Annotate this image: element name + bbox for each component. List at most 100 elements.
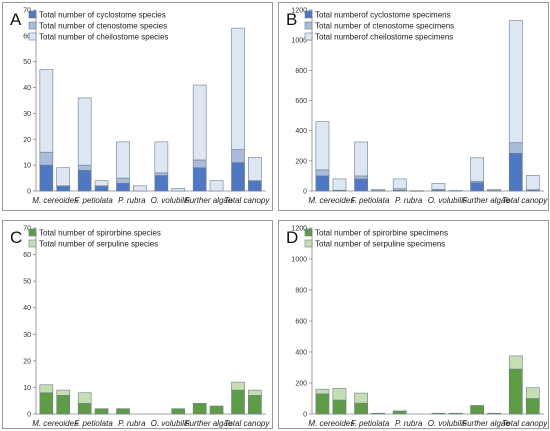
bar-b-1-0-s0 (354, 178, 368, 192)
y-tick-label: 0 (27, 412, 31, 419)
y-tick-label: 10 (23, 385, 31, 392)
legend-entry: Total number of ctenostome specimens (315, 22, 454, 31)
bar-d-0-0-s0 (315, 393, 330, 415)
bar-b-1-0-s2 (354, 141, 368, 177)
bar-d-3-1-s0 (448, 412, 463, 415)
bar-d-5-0-s1 (508, 355, 523, 370)
bar-c-5-1-s1 (248, 389, 262, 396)
legend-swatch (28, 228, 37, 237)
bar-a-5-0-s0 (231, 162, 245, 192)
bar-a-0-1-s2 (56, 167, 71, 187)
bar-b-3-1-s2 (448, 190, 463, 192)
bar-c-0-0-s1 (39, 384, 54, 394)
y-tick-label: 60 (23, 33, 31, 40)
bar-a-0-0-s1 (39, 151, 54, 166)
bar-a-5-0-s2 (231, 27, 245, 150)
legend-swatch (304, 10, 313, 19)
bar-a-2-0-s2 (116, 141, 130, 179)
bar-a-5-1-s2 (248, 157, 262, 181)
bar-b-0-0-s2 (315, 121, 330, 171)
legend: Total number of spirorbine species Total … (28, 228, 161, 249)
bar-d-1-1-s0 (371, 412, 385, 415)
bar-b-4-1-s2 (487, 189, 501, 191)
bar-c-0-1-s1 (56, 389, 71, 396)
legend-swatch (304, 239, 313, 248)
x-category-label: O. volubilis (428, 419, 467, 428)
bar-a-3-1-s2 (171, 188, 186, 192)
bar-b-0-1-s2 (332, 178, 347, 191)
x-category-label: Further algae (462, 419, 510, 428)
bar-c-5-0-s0 (231, 389, 245, 415)
bar-b-1-0-s1 (354, 175, 368, 180)
bar-d-0-0-s1 (315, 388, 330, 395)
x-category-label: F. petiolata (74, 419, 113, 428)
bar-c-5-1-s0 (248, 395, 262, 415)
bar-d-4-1-s0 (487, 412, 501, 415)
x-category-label: O. volubilis (428, 196, 467, 205)
legend-entry: Total numberof cheilostome specimens (315, 33, 453, 42)
panel-letter: B (286, 10, 297, 29)
legend-entry: Total number of cyclostome species (39, 11, 166, 20)
bar-c-2-0-s0 (116, 408, 130, 415)
bar-c-0-0-s0 (39, 392, 54, 415)
bar-d-5-1-s0 (525, 398, 540, 415)
x-category-label: Total canopy (502, 196, 548, 205)
bar-a-1-0-s1 (77, 164, 92, 171)
bar-a-2-1-s2 (133, 185, 147, 192)
legend: Total numberof cyclostome specimens Total… (304, 10, 454, 42)
legend-entry: Total number of serpuline specimens (315, 240, 445, 249)
bar-b-1-1-s2 (371, 189, 385, 191)
bar-d-5-1-s1 (525, 387, 540, 399)
bar-d-0-1-s0 (332, 399, 347, 415)
x-category-label: Total canopy (502, 419, 548, 428)
y-tick-label: 40 (23, 85, 31, 92)
x-category-label: F. petiolata (351, 419, 390, 428)
bar-a-0-0-s0 (39, 164, 54, 192)
bar-a-1-1-s0 (94, 185, 109, 192)
bar-a-4-0-s0 (192, 167, 207, 192)
y-tick-label: 30 (23, 111, 31, 118)
legend-swatch (304, 21, 313, 30)
bar-d-0-1-s1 (332, 388, 347, 401)
y-tick-label: 0 (303, 412, 307, 419)
bar-d-1-0-s0 (354, 402, 368, 415)
y-tick-label: 0 (303, 189, 307, 196)
bar-b-3-0-s2 (431, 183, 446, 190)
legend: Total number of spirorbine specimens Tota… (304, 228, 448, 249)
bar-d-5-0-s0 (508, 368, 523, 415)
bar-a-4-0-s2 (192, 84, 207, 161)
y-tick-label: 1000 (291, 38, 307, 45)
x-category-label: M. cereoides (308, 419, 354, 428)
y-tick-label: 40 (23, 305, 31, 312)
bar-a-2-0-s0 (116, 182, 130, 192)
y-tick-label: 800 (295, 288, 307, 295)
x-category-label: Further algae (185, 196, 233, 205)
panel-letter: D (286, 228, 298, 247)
bar-a-1-0-s2 (77, 97, 92, 166)
bar-c-1-0-s0 (77, 403, 92, 415)
x-category-label: Total canopy (224, 419, 270, 428)
y-tick-label: 50 (23, 59, 31, 66)
x-category-label: O. volubilis (151, 196, 190, 205)
y-tick-label: 200 (295, 381, 307, 388)
legend-swatch (304, 228, 313, 237)
x-category-label: P. rubra (118, 419, 146, 428)
bar-b-4-0-s2 (470, 157, 484, 182)
bar-c-4-0-s0 (192, 403, 207, 415)
x-category-label: Further algae (462, 196, 510, 205)
x-category-label: O. volubilis (151, 419, 190, 428)
x-category-label: Further algae (185, 419, 233, 428)
bar-a-1-1-s2 (94, 180, 109, 187)
legend-entry: Total number of spirorbine species (39, 229, 161, 238)
y-tick-label: 400 (295, 350, 307, 357)
bar-c-3-1-s0 (171, 408, 186, 415)
bar-c-0-1-s0 (56, 395, 71, 415)
bar-c-5-0-s1 (231, 381, 245, 391)
y-tick-label: 70 (23, 226, 31, 233)
x-category-label: F. petiolata (351, 196, 390, 205)
bar-a-5-1-s0 (248, 180, 262, 192)
bar-b-5-1-s2 (525, 175, 540, 191)
